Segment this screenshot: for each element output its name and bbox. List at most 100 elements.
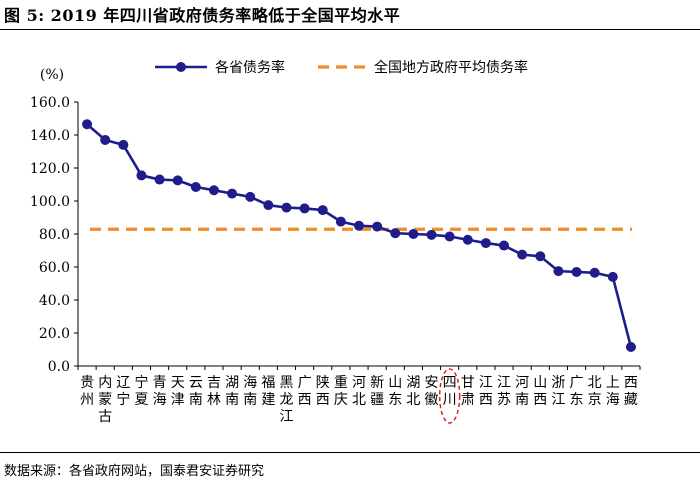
- x-tick-label-char: 河: [515, 375, 529, 391]
- x-tick-label-char: 浙: [551, 375, 565, 391]
- x-tick-label-char: 湖: [225, 375, 239, 391]
- x-tick-label-char: 州: [80, 392, 94, 408]
- x-tick-label-char: 贵: [80, 375, 94, 391]
- x-tick-label-char: 夏: [134, 392, 148, 408]
- x-tick-label-char: 西: [298, 392, 312, 408]
- y-tick-label: 40.0: [39, 293, 70, 309]
- provincial-debt-ratio-point: [517, 249, 528, 260]
- provincial-debt-ratio-point: [154, 174, 165, 185]
- x-tick-label-char: 江: [279, 409, 293, 425]
- x-tick-label-char: 福: [261, 375, 275, 391]
- x-tick-label-char: 西: [479, 392, 493, 408]
- legend-marker-provincial-point: [176, 62, 186, 72]
- provincial-debt-ratio-point: [245, 191, 256, 202]
- x-tick-label-char: 川: [443, 392, 457, 408]
- x-tick-label-char: 山: [388, 375, 402, 391]
- x-tick-label-char: 甘: [461, 375, 475, 391]
- x-tick-label-char: 新: [370, 375, 384, 391]
- x-tick-label-char: 藏: [624, 392, 638, 408]
- provincial-debt-ratio-point: [408, 229, 419, 239]
- provincial-debt-ratio-point: [553, 266, 564, 277]
- x-tick-label-char: 广: [298, 375, 312, 391]
- provincial-debt-ratio-point: [625, 342, 636, 353]
- y-tick-label: 100.0: [30, 194, 70, 210]
- x-tick-label-char: 东: [388, 392, 402, 408]
- provincial-debt-ratio-point: [136, 170, 147, 181]
- x-tick-label-char: 古: [98, 409, 112, 425]
- x-tick-label-char: 山: [533, 375, 547, 391]
- provincial-debt-ratio-point: [190, 181, 201, 192]
- provincial-debt-ratio-line: [86, 123, 633, 348]
- provincial-debt-ratio-point: [227, 188, 238, 199]
- provincial-debt-ratio-point: [607, 271, 618, 282]
- x-tick-label-char: 西: [533, 392, 547, 408]
- y-tick-label: 80.0: [39, 227, 70, 243]
- x-tick-label-char: 海: [243, 375, 257, 391]
- x-tick-label-char: 东: [570, 392, 584, 408]
- x-tick-label-char: 肃: [461, 392, 475, 408]
- debt-ratio-chart: 0.0 20.0 40.0 60.0 80.0 100.0 120.0 140.0 160.0 (…: [30, 59, 641, 425]
- y-axis-unit: (%): [40, 67, 64, 83]
- x-tick-label-char: 北: [406, 392, 420, 408]
- x-tick-label-char: 陕: [316, 375, 330, 391]
- provincial-debt-ratio-point: [263, 200, 274, 211]
- provincial-debt-ratio-point: [172, 175, 183, 186]
- provincial-debt-ratio-point: [335, 216, 346, 227]
- provincial-debt-ratio-point: [480, 238, 491, 249]
- provincial-debt-ratio-point: [208, 185, 219, 196]
- x-tick-label-char: 海: [153, 392, 167, 408]
- x-tick-label-char: 安: [425, 375, 439, 391]
- x-tick-label-char: 庆: [334, 392, 348, 408]
- x-tick-label-char: 徽: [425, 392, 439, 408]
- x-tick-label-char: 青: [153, 375, 167, 391]
- provincial-debt-ratio-point: [100, 134, 111, 145]
- y-tick-label: 120.0: [30, 161, 70, 177]
- provincial-debt-ratio-point: [354, 220, 364, 231]
- x-tick-label-char: 北: [352, 392, 366, 408]
- x-tick-label-char: 江: [551, 392, 565, 408]
- x-tick-label-char: 建: [261, 392, 275, 408]
- x-tick-label-char: 疆: [370, 392, 384, 408]
- provincial-debt-ratio-point: [118, 139, 129, 150]
- x-tick-label-char: 辽: [116, 375, 130, 391]
- x-tick-label-char: 湖: [406, 375, 420, 391]
- x-tick-label-char: 吉: [207, 375, 221, 391]
- provincial-debt-ratio-point: [571, 266, 582, 277]
- x-tick-label-char: 龙: [279, 392, 293, 408]
- highlight-sichuan-ellipse: [438, 368, 461, 424]
- x-tick-label-char: 内: [98, 375, 112, 391]
- provincial-debt-ratio-point: [299, 203, 310, 214]
- provincial-debt-ratio-point: [390, 228, 401, 239]
- provincial-debt-ratio-point: [281, 202, 292, 213]
- x-tick-label-char: 天: [171, 375, 185, 391]
- legend-label-average: 全国地方政府平均债务率: [374, 59, 528, 76]
- provincial-debt-ratio-point: [535, 251, 546, 262]
- x-tick-label-char: 苏: [497, 392, 511, 408]
- y-tick-label: 60.0: [39, 260, 70, 276]
- legend-label-provincial: 各省债务率: [215, 59, 285, 76]
- y-tick-label: 160.0: [30, 95, 70, 111]
- title-rule: [0, 29, 700, 30]
- x-tick-label-char: 南: [515, 392, 529, 408]
- provincial-debt-ratio-point: [462, 234, 473, 245]
- x-tick-label-char: 南: [189, 392, 203, 408]
- provincial-debt-ratio-point: [82, 119, 93, 130]
- x-tick-label-char: 江: [497, 375, 511, 391]
- x-tick-label-char: 南: [225, 392, 239, 408]
- x-tick-label-char: 广: [570, 375, 584, 391]
- figure-title: 图 5: 2019 年四川省政府债务率略低于全国平均水平: [4, 6, 401, 25]
- x-tick-label-char: 宁: [134, 374, 148, 391]
- x-tick-label-char: 林: [207, 392, 221, 408]
- x-tick-label-char: 南: [243, 392, 257, 408]
- x-tick-label-char: 江: [479, 375, 493, 391]
- provincial-debt-ratio-point: [589, 267, 600, 278]
- provincial-debt-ratio-point: [426, 229, 437, 240]
- y-tick-label: 140.0: [30, 128, 70, 144]
- x-tick-label-char: 海: [606, 392, 620, 408]
- x-tick-label-char: 上: [606, 375, 620, 391]
- source-rule: [0, 452, 700, 453]
- x-tick-label-char: 云: [189, 375, 203, 391]
- provincial-debt-ratio-point: [444, 231, 455, 242]
- x-tick-label-char: 黑: [279, 375, 293, 391]
- x-tick-label-char: 京: [588, 392, 602, 408]
